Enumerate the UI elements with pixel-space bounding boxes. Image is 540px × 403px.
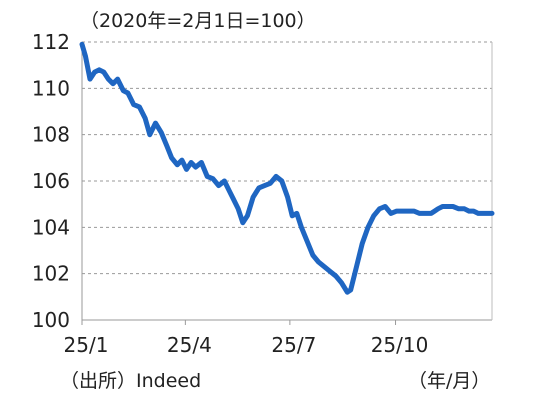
x-tick-label: 25/1 — [64, 333, 109, 357]
unit-note: （年/月） — [408, 370, 491, 392]
series-line — [79, 41, 495, 295]
y-tick-labels: 100 102 104 106 108 110 112 — [32, 30, 70, 332]
y-tick-label: 106 — [32, 169, 70, 193]
x-tick-labels: 25/1 25/4 25/7 25/10 — [64, 333, 429, 357]
y-tick-label: 104 — [32, 215, 70, 239]
y-tick-label: 108 — [32, 123, 70, 147]
x-tick-label: 25/4 — [167, 333, 212, 357]
chart-title: （2020年=2月1日=100） — [80, 10, 316, 32]
y-tick-label: 100 — [32, 308, 70, 332]
x-tick-label: 25/7 — [271, 333, 316, 357]
y-tick-label: 102 — [32, 262, 70, 286]
gridlines — [82, 41, 492, 275]
x-tick-label: 25/10 — [371, 333, 429, 357]
axes — [81, 42, 493, 325]
series — [79, 41, 495, 295]
source-note: （出所）Indeed — [60, 370, 202, 392]
y-tick-label: 112 — [32, 30, 70, 54]
y-tick-label: 110 — [32, 76, 70, 100]
